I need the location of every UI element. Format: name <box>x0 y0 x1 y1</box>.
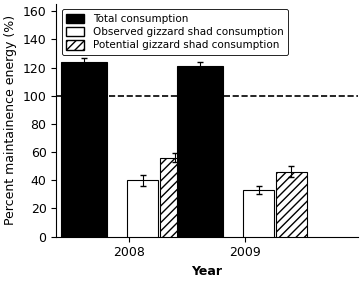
X-axis label: Year: Year <box>191 265 223 278</box>
Bar <box>276 172 307 237</box>
Bar <box>61 62 108 237</box>
Bar <box>160 158 191 237</box>
Bar <box>243 190 274 237</box>
Bar <box>127 180 158 237</box>
Legend: Total consumption, Observed gizzard shad consumption, Potential gizzard shad con: Total consumption, Observed gizzard shad… <box>62 9 288 55</box>
Bar <box>177 66 223 237</box>
Y-axis label: Percent maintainence energy (%): Percent maintainence energy (%) <box>4 15 17 225</box>
